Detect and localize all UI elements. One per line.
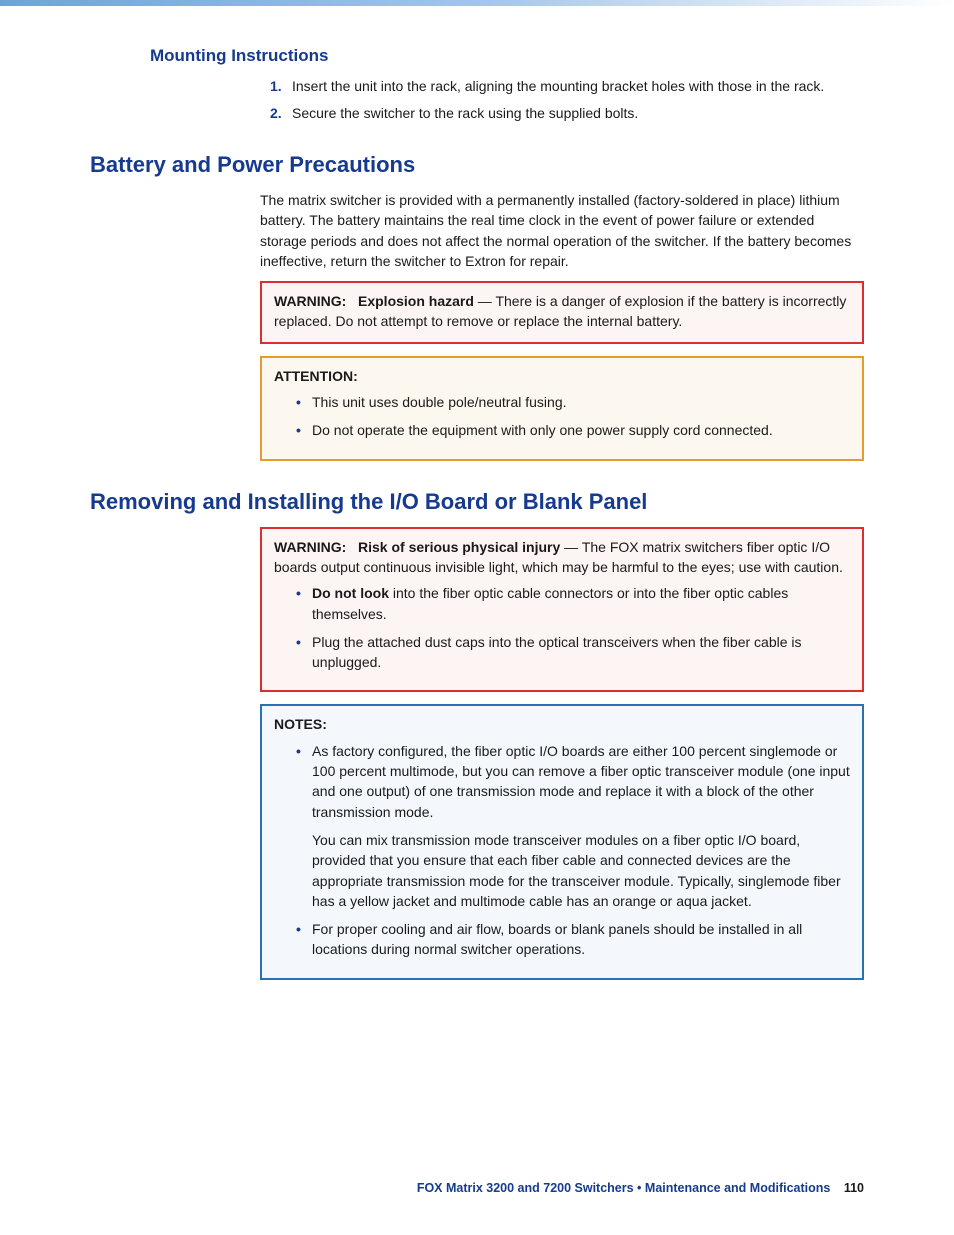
warning-list: Do not look into the fiber optic cable c… bbox=[296, 583, 850, 672]
step-text: Insert the unit into the rack, aligning … bbox=[292, 78, 824, 94]
attention-list: This unit uses double pole/neutral fusin… bbox=[296, 392, 850, 441]
warning-box-io: WARNING: Risk of serious physical injury… bbox=[260, 527, 864, 693]
step-text: Secure the switcher to the rack using th… bbox=[292, 105, 638, 121]
list-item: Do not operate the equipment with only o… bbox=[296, 420, 850, 440]
list-item: 1. Insert the unit into the rack, alignin… bbox=[270, 76, 864, 97]
notes-list: As factory configured, the fiber optic I… bbox=[296, 741, 850, 960]
battery-paragraph: The matrix switcher is provided with a p… bbox=[260, 190, 864, 271]
warning-label: WARNING: bbox=[274, 539, 346, 555]
warning-box-battery: WARNING: Explosion hazard — There is a d… bbox=[260, 281, 864, 344]
step-number: 1. bbox=[270, 76, 282, 97]
io-heading: Removing and Installing the I/O Board or… bbox=[90, 489, 864, 515]
attention-label: ATTENTION: bbox=[274, 368, 358, 384]
notes-label: NOTES: bbox=[274, 716, 327, 732]
list-item: As factory configured, the fiber optic I… bbox=[296, 741, 850, 911]
footer-text: FOX Matrix 3200 and 7200 Switchers • Mai… bbox=[417, 1181, 831, 1195]
list-item: Do not look into the fiber optic cable c… bbox=[296, 583, 850, 624]
step-number: 2. bbox=[270, 103, 282, 124]
note-continuation: You can mix transmission mode transceive… bbox=[312, 830, 850, 911]
list-item: For proper cooling and air flow, boards … bbox=[296, 919, 850, 960]
notes-box: NOTES: As factory configured, the fiber … bbox=[260, 704, 864, 979]
note-text: As factory configured, the fiber optic I… bbox=[312, 743, 850, 820]
header-gradient-bar bbox=[0, 0, 954, 6]
warning-label: WARNING: bbox=[274, 293, 346, 309]
attention-box: ATTENTION: This unit uses double pole/ne… bbox=[260, 356, 864, 461]
list-item: This unit uses double pole/neutral fusin… bbox=[296, 392, 850, 412]
bold-phrase: Do not look bbox=[312, 585, 389, 601]
warning-title: Risk of serious physical injury bbox=[358, 539, 560, 555]
list-item: 2. Secure the switcher to the rack using … bbox=[270, 103, 864, 124]
mounting-steps: 1. Insert the unit into the rack, alignin… bbox=[270, 76, 864, 124]
warning-title: Explosion hazard bbox=[358, 293, 474, 309]
page-number: 110 bbox=[844, 1181, 864, 1195]
page-content: Mounting Instructions 1. Insert the unit … bbox=[0, 46, 954, 980]
page-footer: FOX Matrix 3200 and 7200 Switchers • Mai… bbox=[417, 1181, 864, 1195]
mounting-heading: Mounting Instructions bbox=[150, 46, 864, 66]
battery-heading: Battery and Power Precautions bbox=[90, 152, 864, 178]
list-item: Plug the attached dust caps into the opt… bbox=[296, 632, 850, 673]
